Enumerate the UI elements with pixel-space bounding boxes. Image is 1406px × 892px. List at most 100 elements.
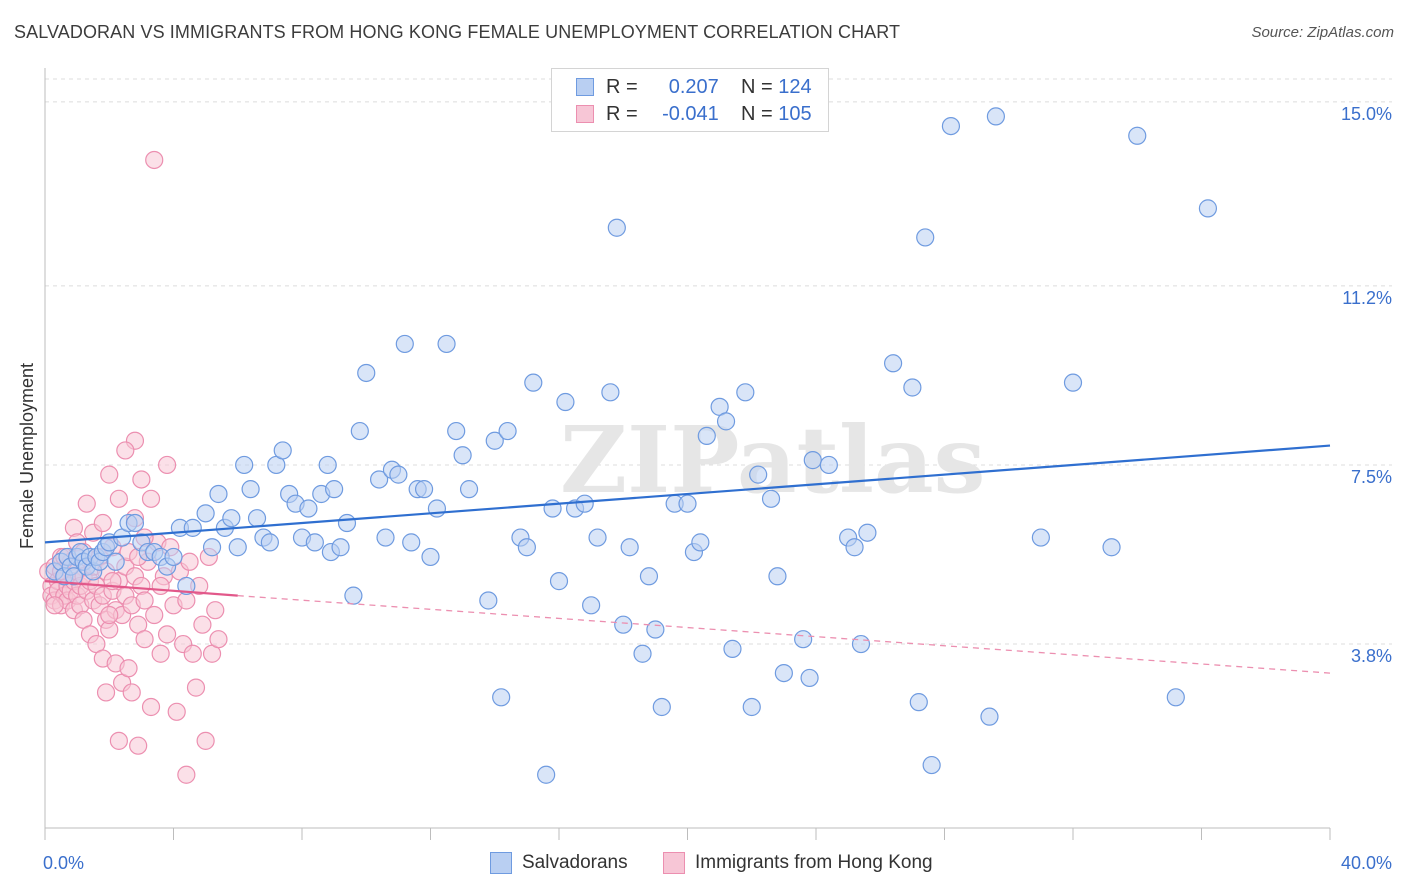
salvadoran-point bbox=[357, 363, 376, 383]
salvadoran-point bbox=[575, 494, 594, 513]
salvadoran-point bbox=[723, 639, 742, 658]
tick-label-layer: 3.8% 7.5% 11.2% 15.0% 0.0% 40.0% bbox=[43, 104, 1392, 873]
hong-kong-point bbox=[209, 630, 228, 649]
salvadoran-point bbox=[980, 707, 999, 726]
hong-kong-point bbox=[193, 615, 212, 634]
salvadoran-point bbox=[427, 499, 447, 518]
salvadoran-point bbox=[202, 538, 222, 557]
hong-kong-trend-extension bbox=[237, 594, 1331, 674]
salvadoran-point bbox=[331, 538, 350, 557]
salvadoran-point bbox=[389, 465, 408, 484]
salvadoran-point bbox=[633, 644, 652, 663]
hong-kong-point bbox=[145, 605, 164, 625]
salvadoran-point bbox=[652, 697, 671, 717]
hong-kong-point bbox=[145, 150, 164, 170]
salvadoran-point bbox=[260, 533, 279, 552]
salvadoran-point bbox=[883, 354, 903, 373]
hong-kong-point bbox=[183, 644, 202, 663]
salvadoran-point bbox=[402, 533, 421, 552]
legend-r-label: R = bbox=[606, 102, 638, 125]
x-tick-label: 0.0% bbox=[43, 853, 84, 873]
salvadoran-point bbox=[678, 494, 697, 513]
hong-kong-point bbox=[157, 455, 177, 475]
x-tick-label: 40.0% bbox=[1341, 853, 1392, 873]
hong-kong-point bbox=[109, 731, 128, 750]
hong-kong-point bbox=[100, 605, 119, 625]
hong-kong-point bbox=[45, 596, 64, 615]
bottom-legend-hong-kong: Immigrants from Hong Kong bbox=[663, 852, 933, 874]
salvadoran-point bbox=[614, 615, 633, 634]
salvadoran-point bbox=[549, 572, 569, 591]
salvadoran-point bbox=[736, 383, 755, 402]
hong-kong-point bbox=[129, 736, 148, 755]
salvadoran-point bbox=[1128, 126, 1147, 145]
legend-swatch-pink bbox=[576, 105, 594, 123]
salvadoran-point bbox=[228, 538, 247, 557]
salvadoran-point bbox=[537, 765, 556, 784]
salvadoran-point bbox=[498, 421, 517, 441]
salvadoran-point bbox=[370, 470, 389, 489]
salvadoran-point bbox=[485, 431, 504, 450]
hong-kong-point bbox=[180, 552, 199, 571]
salvadoran-point bbox=[344, 586, 363, 605]
salvadoran-point bbox=[64, 567, 84, 586]
salvadoran-point bbox=[903, 378, 922, 397]
hong-kong-point bbox=[141, 697, 161, 717]
salvadoran-point bbox=[305, 533, 324, 552]
salvadoran-point bbox=[395, 334, 414, 354]
salvadoran-point bbox=[447, 421, 466, 441]
salvadoran-point bbox=[620, 538, 639, 557]
salvadoran-point bbox=[803, 451, 822, 470]
axis-layer bbox=[44, 68, 1331, 840]
salvadoran-point bbox=[222, 509, 241, 528]
salvadoran-point bbox=[350, 421, 369, 441]
salvadoran-point bbox=[479, 591, 498, 610]
salvadoran-point bbox=[196, 504, 215, 523]
salvadoran-point bbox=[125, 513, 145, 533]
y-tick-label: 3.8% bbox=[1351, 646, 1392, 666]
salvadoran-point bbox=[524, 373, 543, 392]
salvadoran-point bbox=[716, 412, 736, 431]
bottom-legend-swatch-blue bbox=[490, 852, 512, 874]
hong-kong-point bbox=[186, 678, 206, 697]
salvadoran-point bbox=[106, 552, 125, 571]
salvadoran-point bbox=[845, 538, 864, 557]
legend-row-hong-kong: R = -0.041 N = 105 bbox=[576, 102, 812, 126]
salvadoran-point bbox=[492, 688, 511, 707]
salvadoran-point bbox=[697, 426, 716, 445]
hong-kong-point bbox=[96, 683, 116, 702]
trend-layer bbox=[44, 444, 1331, 674]
salvadoran-point bbox=[299, 499, 318, 518]
hong-kong-point bbox=[177, 765, 196, 784]
salvadoran-point bbox=[247, 509, 267, 528]
salvadoran-point bbox=[742, 697, 761, 717]
salvadoran-point bbox=[273, 441, 292, 460]
y-axis-label: Female Unemployment bbox=[17, 363, 37, 549]
salvadoran-point bbox=[453, 446, 472, 465]
hong-kong-point bbox=[135, 630, 154, 649]
hong-kong-point bbox=[132, 470, 151, 489]
hong-kong-point bbox=[77, 494, 96, 513]
salvadoran-point bbox=[588, 528, 607, 547]
legend-n-label: N = bbox=[741, 102, 773, 125]
salvadoran-point bbox=[164, 547, 183, 567]
salvadoran-point bbox=[543, 499, 562, 518]
salvadoran-point bbox=[646, 620, 665, 639]
salvadoran-point bbox=[749, 465, 768, 484]
y-tick-label: 11.2% bbox=[1342, 288, 1392, 308]
hong-kong-point bbox=[135, 591, 154, 610]
salvadoran-point bbox=[639, 567, 659, 586]
hong-kong-point bbox=[157, 625, 177, 644]
salvadoran-point bbox=[459, 480, 479, 499]
hong-kong-point bbox=[100, 465, 119, 484]
salvadoran-point bbox=[774, 663, 793, 683]
bottom-legend-label: Immigrants from Hong Kong bbox=[695, 852, 933, 873]
salvadoran-point bbox=[761, 489, 781, 508]
hong-kong-point bbox=[119, 659, 138, 678]
salvadoran-point bbox=[819, 455, 838, 475]
salvadoran-point bbox=[437, 334, 456, 354]
salvadoran-point bbox=[986, 107, 1006, 126]
hong-kong-trend-line bbox=[44, 580, 238, 597]
legend-n-label: N = bbox=[741, 75, 773, 98]
